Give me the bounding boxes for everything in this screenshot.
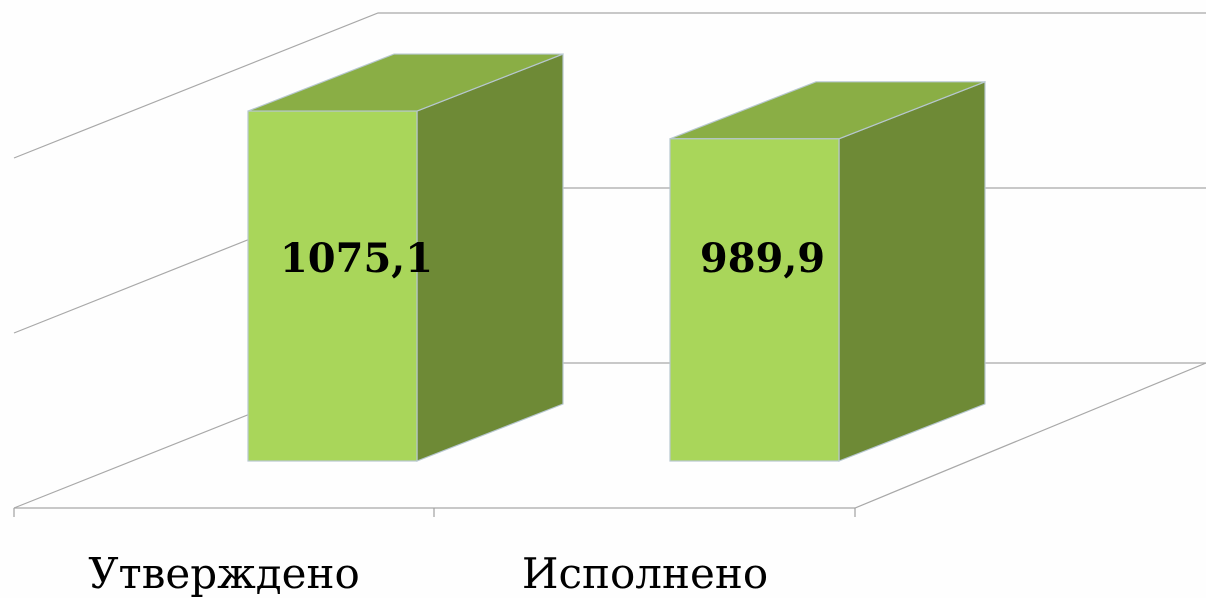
gridline [13,187,1206,334]
data-label: 1075,1 [280,235,433,282]
floor-edge [14,362,1206,509]
bar-front-face [669,138,840,462]
bar-1 [247,53,564,462]
gridlines [13,12,1206,509]
x-tick-label: Утверждено [88,549,360,598]
gridline [13,362,1206,509]
x-tick-label: Исполнено [522,549,768,598]
bar-side-face [416,53,564,462]
bars [247,53,986,462]
data-label: 989,9 [700,235,825,282]
gridline [13,12,1206,159]
bar-2 [669,80,986,462]
data-labels: 1075,1 989,9 [280,235,825,282]
bar-side-face [838,80,986,462]
bar-front-face [247,110,418,462]
x-axis: Утверждено Исполнено [13,508,856,598]
